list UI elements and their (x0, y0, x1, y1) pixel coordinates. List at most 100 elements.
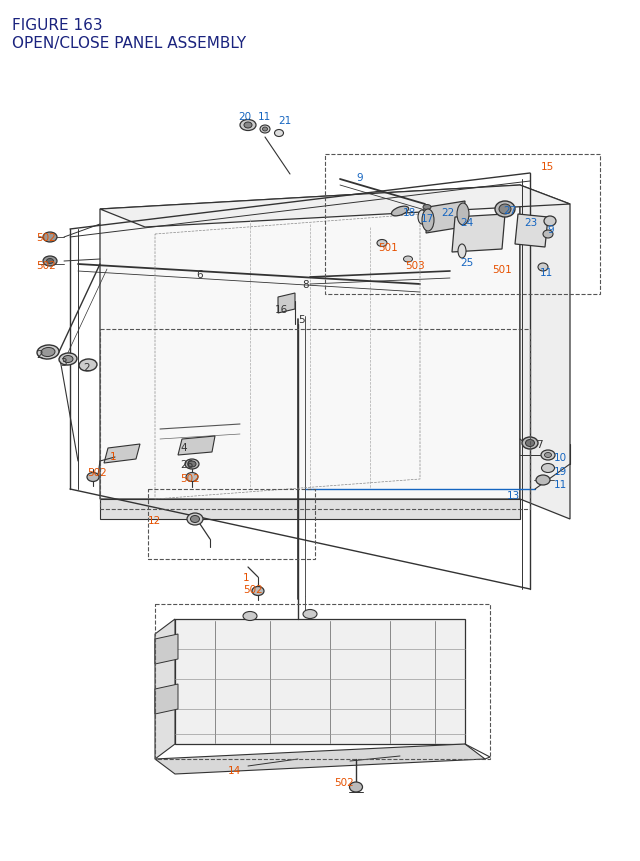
Text: 3: 3 (60, 357, 67, 368)
Ellipse shape (423, 205, 431, 210)
Text: 10: 10 (554, 453, 567, 462)
Ellipse shape (187, 513, 203, 525)
Ellipse shape (538, 263, 548, 272)
Text: 23: 23 (524, 218, 537, 228)
Text: 18: 18 (403, 208, 416, 218)
Text: 502: 502 (87, 468, 107, 478)
Text: 22: 22 (441, 208, 454, 218)
Text: 503: 503 (405, 261, 425, 270)
Ellipse shape (240, 121, 256, 132)
Text: 24: 24 (460, 218, 473, 228)
Ellipse shape (403, 257, 413, 263)
Ellipse shape (458, 245, 466, 258)
Ellipse shape (525, 440, 534, 447)
Text: 27: 27 (503, 206, 516, 216)
Ellipse shape (499, 205, 511, 214)
Polygon shape (155, 619, 175, 759)
Ellipse shape (377, 240, 387, 247)
Ellipse shape (545, 453, 552, 458)
Polygon shape (155, 744, 485, 774)
Ellipse shape (495, 201, 515, 218)
Text: 11: 11 (540, 268, 553, 278)
Ellipse shape (522, 437, 538, 449)
Ellipse shape (303, 610, 317, 619)
Polygon shape (175, 619, 465, 744)
Polygon shape (520, 186, 570, 519)
Ellipse shape (186, 473, 198, 482)
Polygon shape (100, 186, 570, 228)
Text: 502: 502 (180, 474, 200, 483)
Ellipse shape (191, 516, 200, 523)
Text: FIGURE 163: FIGURE 163 (12, 18, 102, 33)
Ellipse shape (260, 126, 270, 133)
Text: 11: 11 (258, 112, 271, 122)
Polygon shape (278, 294, 295, 313)
Ellipse shape (541, 450, 555, 461)
Polygon shape (178, 437, 215, 455)
Polygon shape (100, 186, 520, 499)
Ellipse shape (275, 130, 284, 138)
Ellipse shape (544, 217, 556, 226)
Text: 12: 12 (148, 516, 161, 525)
Text: 9: 9 (356, 173, 363, 183)
Text: 17: 17 (421, 214, 435, 224)
Polygon shape (452, 214, 505, 253)
Text: 2: 2 (83, 362, 90, 373)
Text: 6: 6 (196, 269, 203, 280)
Ellipse shape (43, 232, 57, 243)
Ellipse shape (41, 348, 55, 357)
Ellipse shape (536, 475, 550, 486)
Ellipse shape (392, 207, 408, 217)
Text: 4: 4 (180, 443, 187, 453)
Ellipse shape (349, 782, 362, 792)
Text: 11: 11 (554, 480, 567, 489)
Text: 8: 8 (302, 280, 308, 289)
Ellipse shape (185, 460, 199, 469)
Ellipse shape (252, 587, 264, 596)
Text: 15: 15 (541, 162, 554, 172)
Ellipse shape (188, 461, 196, 468)
Ellipse shape (43, 257, 57, 267)
Ellipse shape (37, 345, 59, 360)
Polygon shape (100, 499, 520, 519)
Text: 14: 14 (228, 765, 241, 775)
Ellipse shape (418, 211, 426, 225)
Text: 9: 9 (547, 225, 554, 235)
Polygon shape (155, 635, 178, 664)
Ellipse shape (79, 360, 97, 372)
Polygon shape (515, 214, 548, 248)
Text: OPEN/CLOSE PANEL ASSEMBLY: OPEN/CLOSE PANEL ASSEMBLY (12, 36, 246, 51)
Text: 501: 501 (492, 264, 512, 275)
Polygon shape (426, 201, 465, 233)
Ellipse shape (47, 259, 54, 264)
Text: 1: 1 (110, 451, 116, 461)
Text: 1: 1 (243, 573, 250, 582)
Ellipse shape (243, 612, 257, 621)
Ellipse shape (457, 204, 469, 226)
Text: 20: 20 (238, 112, 251, 122)
Text: 502: 502 (334, 777, 354, 787)
Ellipse shape (244, 123, 252, 129)
Ellipse shape (543, 231, 553, 238)
Text: 502: 502 (36, 232, 56, 243)
Text: 16: 16 (275, 305, 288, 314)
Polygon shape (104, 444, 140, 463)
Text: 26: 26 (180, 460, 193, 469)
Text: 7: 7 (536, 439, 543, 449)
Ellipse shape (422, 210, 434, 232)
Ellipse shape (262, 127, 268, 132)
Text: 21: 21 (278, 116, 291, 126)
Text: 502: 502 (243, 585, 263, 594)
Text: 501: 501 (378, 243, 397, 253)
Text: 5: 5 (298, 314, 305, 325)
Text: 19: 19 (554, 467, 567, 476)
Text: 2: 2 (36, 350, 43, 360)
Polygon shape (155, 684, 178, 714)
Ellipse shape (87, 473, 99, 482)
Text: 25: 25 (460, 257, 473, 268)
Text: 502: 502 (36, 261, 56, 270)
Ellipse shape (63, 356, 73, 363)
Ellipse shape (59, 354, 77, 366)
Text: 13: 13 (507, 491, 520, 500)
Ellipse shape (541, 464, 554, 473)
